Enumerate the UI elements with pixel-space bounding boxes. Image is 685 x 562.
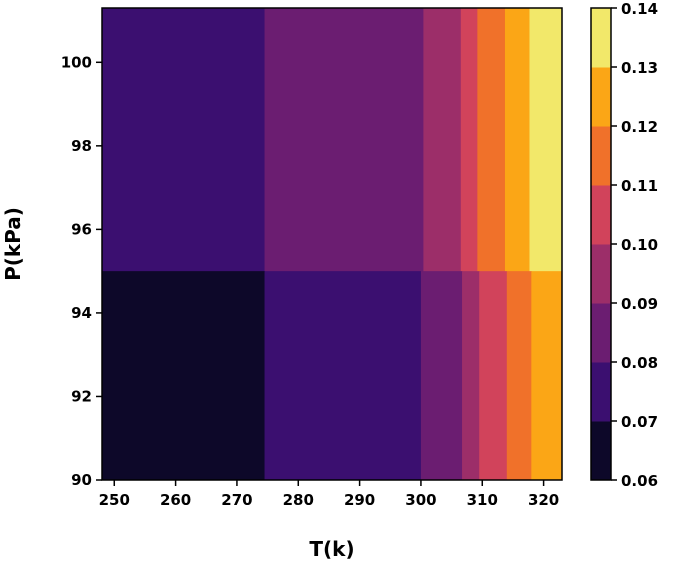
colorbar-tick-label: 0.06 [621,472,658,490]
y-tick-label: 90 [71,471,92,489]
contour-band-high-5 [504,8,530,272]
colorbar-tick-label: 0.07 [621,413,658,431]
colorbar-tick-label: 0.13 [621,59,658,77]
colorbar-swatch-6 [591,67,611,127]
y-tick-label: 98 [71,137,92,155]
y-tick-label: 92 [71,387,92,405]
contour-band-low-2 [420,271,463,480]
contour-band-high-3 [460,8,478,272]
colorbar-swatch-5 [591,126,611,186]
colorbar-swatch-0 [591,421,611,481]
colorbar-tick-label: 0.08 [621,354,658,372]
contour-band-low-0 [102,271,266,480]
x-tick-label: 310 [467,491,498,509]
x-tick-label: 320 [528,491,559,509]
contour-band-high-0 [102,8,266,272]
colorbar-swatch-7 [591,8,611,68]
colorbar-tick-label: 0.12 [621,118,658,136]
y-tick-label: 94 [71,304,92,322]
contour-band-low-1 [264,271,422,480]
y-tick-label: 100 [61,53,92,71]
colorbar-swatch-4 [591,185,611,245]
x-axis: 250 260 270 280 290 300 310 320 [99,480,559,509]
plot-frame [101,7,563,481]
contour-band-high-2 [423,8,462,272]
colorbar-tick-label: 0.10 [621,236,658,254]
colorbar [591,8,611,481]
x-tick-label: 270 [221,491,252,509]
x-axis-label: T(k) [309,537,354,561]
contour-band-low-5 [506,271,532,480]
colorbar-tick-label: 0.14 [621,0,658,18]
colorbar-swatch-3 [591,244,611,304]
colorbar-swatch-2 [591,303,611,363]
contour-band-high-1 [264,8,424,272]
colorbar-tick-label: 0.09 [621,295,658,313]
x-tick-label: 260 [160,491,191,509]
contour-band-low-3 [462,271,480,480]
y-axis-label: P(kPa) [1,207,25,281]
contour-band-low-6 [531,271,563,480]
contour-band-high-4 [477,8,506,272]
y-axis: 90 92 94 96 98 100 [61,53,102,489]
y-tick-label: 96 [71,220,92,238]
x-tick-label: 290 [344,491,375,509]
colorbar-swatch-1 [591,362,611,422]
colorbar-tick-label: 0.11 [621,177,658,195]
x-tick-label: 250 [99,491,130,509]
colorbar-axis: 0.06 0.07 0.08 0.09 0.10 0.11 0.12 0.13 0.14 [611,0,658,490]
contour-band-high-6 [529,8,563,272]
contour-band-low-4 [479,271,508,480]
contour-plot-area [102,8,563,480]
x-tick-label: 300 [405,491,436,509]
x-tick-label: 280 [283,491,314,509]
